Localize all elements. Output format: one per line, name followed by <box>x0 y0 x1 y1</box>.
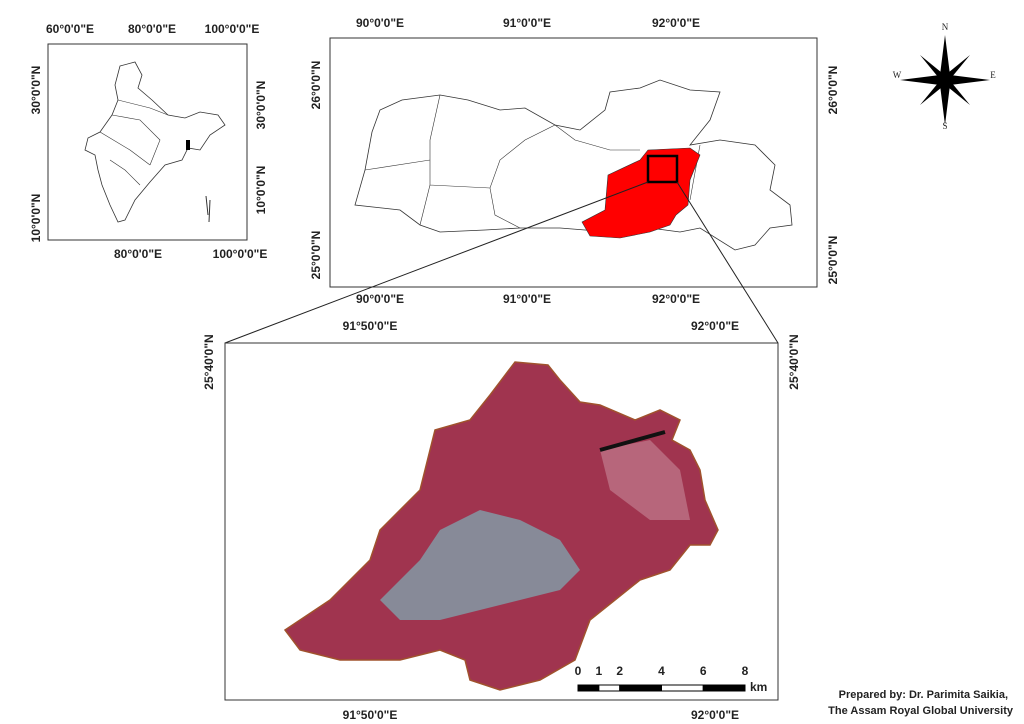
india-outline <box>84 61 226 223</box>
coordinate-label: 80°0'0"E <box>114 247 162 261</box>
bare-area <box>600 440 690 520</box>
india-states <box>99 99 169 186</box>
scale-label: 6 <box>700 664 707 678</box>
coordinate-label: 100°0'0"E <box>213 247 268 261</box>
coordinate-label: 30°0'0"N <box>29 66 43 115</box>
coordinate-label: 60°0'0"E <box>46 22 94 36</box>
north-arrow <box>900 35 990 125</box>
compass-letter: N <box>942 22 949 32</box>
scale-segment <box>661 684 704 692</box>
coordinate-label: 92°0'0"E <box>652 292 700 306</box>
scale-label: 8 <box>742 664 749 678</box>
ridge-shadow <box>599 430 666 452</box>
scale-label: 4 <box>658 664 665 678</box>
coordinate-label: 26°0'0"N <box>309 61 323 110</box>
compass-letter: S <box>942 121 947 131</box>
coordinate-label: 10°0'0"N <box>29 194 43 243</box>
zoom-box <box>646 154 679 184</box>
scale-label: 0 <box>575 664 582 678</box>
coordinate-label: 80°0'0"E <box>128 22 176 36</box>
coordinate-label: 91°0'0"E <box>503 16 551 30</box>
credit-line: Prepared by: Dr. Parimita Saikia, <box>839 689 1008 701</box>
coordinate-label: 25°40'0"N <box>787 334 801 389</box>
scale-unit: km <box>750 680 767 694</box>
coordinate-label: 90°0'0"E <box>356 292 404 306</box>
coordinate-label: 92°0'0"E <box>691 319 739 333</box>
scale-label: 2 <box>616 664 623 678</box>
coordinate-label: 25°40'0"N <box>202 334 216 389</box>
study-area-marker <box>186 140 190 150</box>
scale-segment <box>702 684 746 692</box>
east-khasi-hills <box>581 147 701 239</box>
urban-area <box>380 510 580 620</box>
scale-label: 1 <box>596 664 603 678</box>
coordinate-label: 90°0'0"E <box>356 16 404 30</box>
meghalaya-frame <box>329 37 818 288</box>
scale-segment <box>598 684 621 692</box>
coordinate-label: 10°0'0"N <box>254 166 268 215</box>
zoom-line <box>676 181 779 344</box>
coordinate-label: 30°0'0"N <box>254 81 268 130</box>
scale-segment <box>577 684 600 692</box>
meghalaya-outline <box>354 79 793 251</box>
coordinate-label: 100°0'0"E <box>205 22 260 36</box>
coordinate-label: 25°0'0"N <box>826 236 840 285</box>
coordinate-label: 92°0'0"E <box>691 708 739 722</box>
coordinate-label: 91°0'0"E <box>503 292 551 306</box>
coordinate-label: 91°50'0"E <box>343 319 398 333</box>
coordinate-label: 26°0'0"N <box>826 66 840 115</box>
coordinate-label: 92°0'0"E <box>652 16 700 30</box>
credit-line: The Assam Royal Global University <box>828 705 1014 717</box>
compass-letter: W <box>893 70 902 80</box>
district-borders <box>364 94 701 229</box>
islands <box>205 195 211 223</box>
coordinate-label: 91°50'0"E <box>343 708 398 722</box>
coordinate-label: 25°0'0"N <box>309 231 323 280</box>
scale-segment <box>619 684 662 692</box>
india-frame <box>47 43 248 241</box>
compass-letter: E <box>990 70 996 80</box>
zoom-line <box>224 181 649 344</box>
